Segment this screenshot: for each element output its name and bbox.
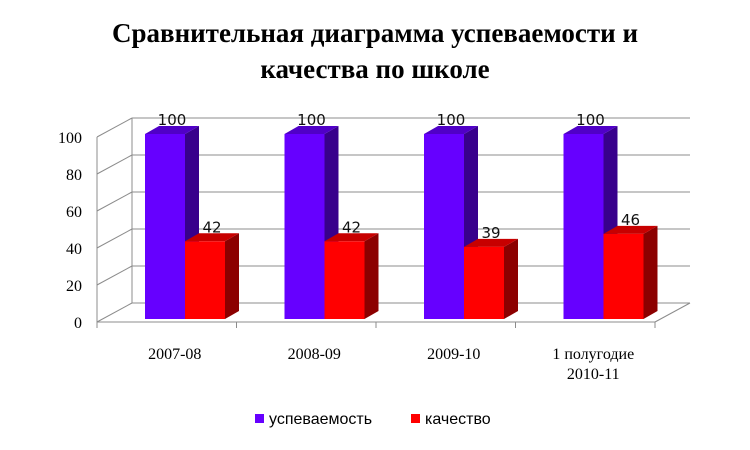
chart-title: Сравнительная диаграмма успеваемости и ка…: [112, 18, 638, 84]
gridline-side: [96, 191, 133, 212]
bar-front: [145, 134, 185, 319]
data-label: 39: [481, 224, 500, 242]
bar-top: [324, 233, 379, 242]
y-axis-ticks: 0 20 40 60 80 100: [58, 130, 82, 332]
bar-front: [324, 241, 365, 319]
data-label: 100: [158, 111, 187, 129]
gridline-side: [96, 228, 133, 249]
data-label: 42: [202, 218, 221, 236]
x-category-label: 1 полугодие: [552, 346, 634, 363]
bar-kachestvo: [464, 238, 518, 319]
bar-side: [225, 233, 239, 319]
bar-side: [504, 238, 518, 319]
gridline-side: [96, 265, 133, 286]
bar-front: [185, 241, 225, 319]
bar-top: [424, 126, 478, 134]
bar-kachestvo: [185, 233, 239, 319]
x-category-label: 2009-10: [427, 346, 480, 363]
x-category-label: 2007-08: [148, 346, 201, 363]
gridline-side: [96, 117, 133, 138]
legend: успеваемость качество: [255, 411, 491, 428]
x-axis-categories: 2007-08 2008-09 2009-10 1 полугодие 2010-11: [148, 346, 634, 383]
data-label: 100: [297, 111, 326, 129]
bar-front: [424, 134, 464, 319]
bar-top: [284, 126, 339, 134]
bar-kachestvo: [324, 233, 379, 319]
legend-item: успеваемость: [255, 411, 372, 428]
bar-uspevaemost: [145, 126, 199, 319]
bar-front: [464, 246, 504, 319]
bar-side: [643, 225, 658, 319]
bar-front: [603, 233, 644, 319]
y-tick-label: 60: [66, 204, 82, 221]
bar-top: [603, 225, 658, 234]
data-label: 42: [342, 218, 361, 236]
bar-top: [145, 126, 199, 134]
bar-top: [464, 238, 518, 247]
gridline-side: [96, 154, 133, 175]
bar-front: [284, 134, 325, 319]
legend-swatch: [255, 414, 264, 423]
bar-front: [563, 134, 604, 319]
data-labels: 100 100 100 100 42 42 39 46: [158, 111, 640, 242]
chart-title-line: качества по школе: [260, 54, 489, 84]
chart-title-line: Сравнительная диаграмма успеваемости и: [112, 18, 638, 48]
y-tick-label: 20: [66, 278, 82, 295]
x-category-label: 2008-09: [288, 346, 341, 363]
x-category-label: 2010-11: [567, 366, 620, 383]
data-label: 100: [437, 111, 466, 129]
gridline-side: [96, 302, 133, 323]
legend-label: качество: [425, 411, 491, 428]
y-tick-label: 40: [66, 241, 82, 258]
bar-side: [364, 233, 379, 319]
bar-kachestvo: [603, 225, 658, 319]
data-label: 46: [621, 211, 640, 229]
legend-item: качество: [411, 411, 491, 428]
y-tick-label: 80: [66, 167, 82, 184]
y-tick-label: 100: [58, 130, 82, 147]
bars: [145, 126, 658, 319]
legend-label: успеваемость: [269, 411, 372, 428]
bar-top: [185, 233, 239, 242]
y-tick-label: 0: [74, 315, 82, 332]
data-label: 100: [576, 111, 605, 129]
floor-right-edge: [654, 302, 691, 323]
legend-swatch: [411, 414, 420, 423]
bar-top: [563, 126, 618, 134]
